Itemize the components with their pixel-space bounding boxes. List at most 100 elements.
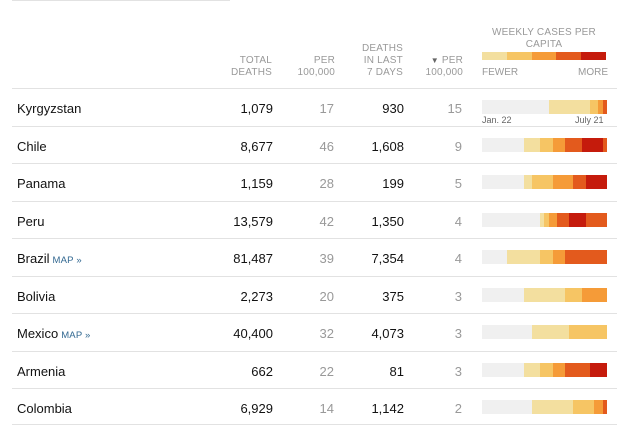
week-cell (590, 287, 595, 302)
week-cell (577, 362, 582, 377)
map-link[interactable]: MAP » (61, 330, 91, 341)
per-100k-7-days-cell: 2 (454, 401, 462, 416)
table-row: Chile 8,677 46 1,608 9 (12, 125, 617, 164)
week-cell (515, 250, 520, 264)
week-cell (581, 287, 586, 302)
week-cell (573, 400, 578, 414)
week-cell (519, 175, 524, 189)
week-cell (590, 362, 595, 377)
week-cell (548, 250, 553, 264)
deaths-7-days-cell: 4,073 (371, 326, 404, 341)
week-cell (506, 362, 512, 377)
map-link[interactable]: MAP » (52, 255, 82, 266)
week-cell (548, 175, 553, 189)
week-cell (573, 175, 578, 189)
legend-swatch (531, 52, 557, 60)
week-cell (511, 287, 516, 302)
table-row: Colombia 6,929 14 1,142 2 (12, 388, 617, 426)
week-cell (573, 325, 578, 339)
weekly-cases-strip (482, 250, 607, 264)
week-cell (502, 137, 507, 152)
week-cell (490, 287, 495, 302)
week-cell (581, 362, 586, 377)
week-cell (540, 100, 545, 114)
week-cell (531, 287, 537, 302)
week-cell (565, 400, 570, 414)
week-cell (531, 400, 537, 414)
week-cell (515, 100, 520, 114)
bottom-divider (12, 424, 617, 425)
week-cell (577, 175, 582, 189)
axis-start-label: Jan. 22 (482, 115, 512, 125)
week-cell (515, 325, 520, 339)
week-cell (540, 212, 545, 227)
week-cell (536, 325, 541, 339)
legend-swatch (482, 52, 507, 60)
sort-arrow-icon: ▼ (430, 56, 439, 65)
week-cell (536, 137, 541, 152)
per-100k-cell: 42 (319, 213, 334, 229)
week-cell (598, 212, 603, 227)
week-cell (490, 212, 495, 227)
week-cell (552, 250, 557, 264)
week-cell (502, 175, 507, 189)
week-cell (490, 137, 495, 152)
week-cell (577, 287, 582, 302)
week-cell (594, 212, 599, 227)
week-cell (494, 287, 499, 302)
week-cell (585, 325, 591, 339)
week-cell (585, 250, 591, 264)
week-cell (594, 137, 599, 152)
week-cell (527, 400, 532, 414)
week-cell (544, 287, 549, 302)
total-deaths-cell: 81,487 (233, 251, 273, 266)
week-cell (585, 362, 591, 377)
week-cell (560, 287, 566, 302)
axis-end-label: July 21 (575, 115, 604, 125)
week-cell (594, 100, 599, 114)
week-cell (486, 100, 491, 114)
total-deaths-cell: 1,159 (240, 176, 273, 191)
column-header-per-100k-7-days[interactable]: ▼ PER 100,000 (425, 55, 463, 78)
week-cell (552, 212, 557, 227)
week-cell (577, 137, 582, 152)
week-cell (519, 100, 524, 114)
week-cell (494, 325, 499, 339)
per-100k-7-days-cell: 3 (454, 363, 462, 379)
week-cell (577, 250, 582, 264)
week-cell (523, 362, 528, 377)
deaths-7-days-cell: 7,354 (371, 251, 404, 266)
week-cell (577, 212, 582, 227)
week-cell (498, 362, 503, 377)
week-cell (536, 400, 541, 414)
week-cell (482, 362, 487, 377)
week-cell (519, 287, 524, 302)
week-cell (482, 100, 487, 114)
week-cell (602, 137, 607, 152)
week-cell (536, 175, 541, 189)
week-cell (511, 212, 516, 227)
week-cell (573, 287, 578, 302)
week-cell (490, 175, 495, 189)
week-cell (498, 400, 503, 414)
week-cell (565, 287, 570, 302)
week-cell (565, 100, 570, 114)
week-cell (511, 400, 516, 414)
week-cell (573, 362, 578, 377)
week-cell (590, 100, 595, 114)
table-row: Bolivia 2,273 20 375 3 (12, 275, 617, 314)
week-cell (506, 325, 512, 339)
week-cell (560, 175, 566, 189)
week-cell (581, 400, 586, 414)
week-cell (502, 325, 507, 339)
total-deaths-cell: 40,400 (233, 326, 273, 341)
legend-more-label: MORE (578, 67, 608, 78)
deaths-7-days-cell: 930 (382, 101, 404, 116)
week-cell (548, 325, 553, 339)
week-cell (581, 212, 586, 227)
week-cell (494, 137, 499, 152)
week-cell (531, 175, 537, 189)
week-cell (536, 287, 541, 302)
week-cell (548, 212, 553, 227)
week-cell (552, 325, 557, 339)
